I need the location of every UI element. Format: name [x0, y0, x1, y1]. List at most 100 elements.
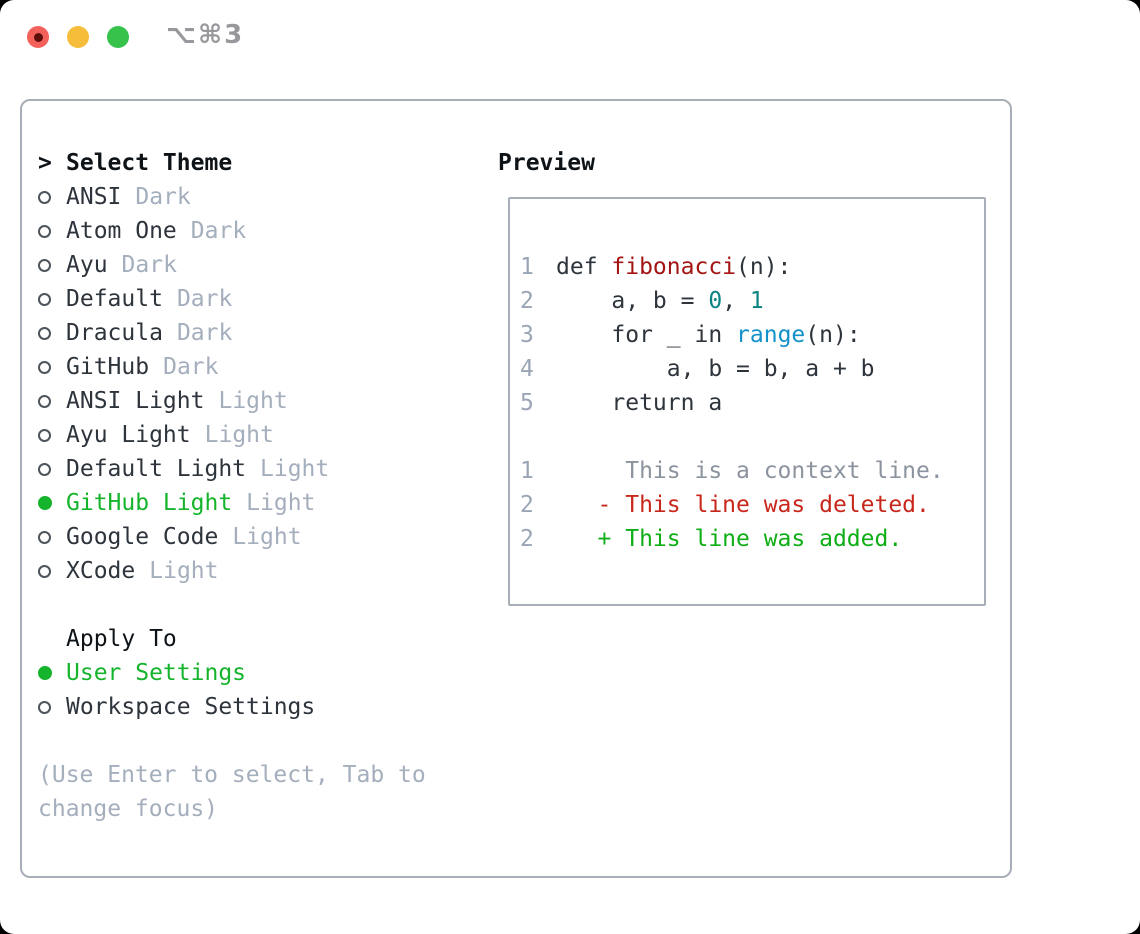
- theme-variant-tag: Dark: [163, 354, 219, 380]
- radio-icon[interactable]: [38, 360, 51, 374]
- theme-variant-tag: Dark: [121, 252, 177, 278]
- preview-line: 4 a, b = b, a + b: [520, 352, 984, 386]
- preview-line: 2 a, b = 0, 1: [520, 284, 984, 318]
- theme-row-default-light[interactable]: Default Light Light: [38, 452, 484, 486]
- help-text: (Use Enter to select, Tab to change focu…: [38, 762, 426, 822]
- option-label: GitHub Light: [66, 490, 233, 516]
- select-theme-title: Select Theme: [66, 150, 233, 176]
- radio-marker: [38, 258, 66, 272]
- preview-title: Preview: [498, 150, 595, 176]
- code-token-plain: [556, 386, 611, 420]
- radio-icon[interactable]: [38, 258, 51, 272]
- radio-marker: [38, 564, 66, 578]
- option-label: Workspace Settings: [66, 694, 316, 720]
- radio-icon[interactable]: [38, 428, 51, 442]
- radio-icon[interactable]: [38, 224, 51, 238]
- radio-selected-icon[interactable]: [38, 496, 52, 510]
- theme-variant-tag: Dark: [176, 286, 233, 312]
- window-title: ⌥⌘3: [166, 20, 245, 50]
- theme-row-dracula[interactable]: Dracula Dark: [38, 316, 484, 350]
- option-label: XCode: [66, 558, 136, 584]
- apply-to-options: User Settings Workspace Settings: [38, 656, 484, 724]
- radio-marker: [38, 190, 66, 204]
- code-token-plain: a: [694, 390, 723, 416]
- theme-variant-tag: Light: [204, 422, 274, 448]
- apply-option-user-settings[interactable]: User Settings: [38, 656, 484, 690]
- theme-variant-tag: Dark: [135, 184, 191, 210]
- radio-icon[interactable]: [38, 326, 51, 340]
- theme-row-ayu-light[interactable]: Ayu Light Light: [38, 418, 484, 452]
- radio-icon[interactable]: [38, 190, 51, 204]
- radio-icon[interactable]: [38, 700, 51, 714]
- code-token-plain: _: [652, 322, 695, 348]
- radio-icon[interactable]: [38, 394, 51, 408]
- close-button[interactable]: [27, 26, 49, 48]
- theme-row-google-code[interactable]: Google Code Light: [38, 520, 484, 554]
- preview-header-row: Preview: [498, 146, 986, 180]
- theme-variant-tag: Light: [246, 490, 316, 516]
- apply-option-workspace-settings[interactable]: Workspace Settings: [38, 690, 484, 724]
- theme-row-ansi[interactable]: ANSI Dark: [38, 180, 484, 214]
- code-token-plain: ,: [722, 288, 750, 314]
- radio-marker: [38, 700, 66, 714]
- apply-to-section: Apply To User Settings Workspace Settings: [38, 622, 484, 724]
- theme-variant-tag: Dark: [190, 218, 247, 244]
- radio-marker: [38, 496, 66, 510]
- preview-line: 1 def fibonacci (n):: [520, 250, 984, 284]
- radio-selected-icon[interactable]: [38, 666, 52, 680]
- radio-marker: [38, 530, 66, 544]
- preview-line: 2 - This line was deleted.: [520, 488, 984, 522]
- radio-marker: [38, 394, 66, 408]
- line-number: 2: [520, 526, 534, 552]
- theme-row-github[interactable]: GitHub Dark: [38, 350, 484, 384]
- unsaved-dot-icon: [33, 32, 43, 42]
- preview-line: 1 This is a context line.: [520, 454, 984, 488]
- theme-row-default[interactable]: Default Dark: [38, 282, 484, 316]
- theme-row-xcode[interactable]: XCode Light: [38, 554, 484, 588]
- radio-marker: [38, 292, 66, 306]
- zoom-button[interactable]: [107, 26, 129, 48]
- code-token-function_title: fibonacci: [611, 254, 737, 280]
- code-token-number: 1: [749, 288, 764, 314]
- option-label: Default Light: [66, 456, 247, 482]
- minimize-button[interactable]: [67, 26, 89, 48]
- code-token-deleted: - This line was deleted.: [556, 492, 930, 518]
- line-number: 2: [520, 492, 534, 518]
- code-token-plain: [556, 318, 611, 352]
- option-label: ANSI Light: [66, 388, 205, 414]
- preview-line: 5 return a: [520, 386, 984, 420]
- code-token-context: This is a context line.: [556, 458, 944, 484]
- theme-row-ayu[interactable]: Ayu Dark: [38, 248, 484, 282]
- option-label: User Settings: [66, 660, 247, 686]
- code-token-plain: a, b =: [556, 288, 709, 314]
- theme-picker-panel: > Select Theme ANSI Dark Atom One Dark Ayu Da…: [20, 99, 1012, 878]
- line-number: [520, 420, 556, 454]
- radio-icon[interactable]: [38, 292, 51, 306]
- radio-icon[interactable]: [38, 564, 51, 578]
- prompt-marker: >: [38, 146, 66, 180]
- option-label: Google Code: [66, 524, 219, 550]
- preview-line: 3 for _ in range (n):: [520, 318, 984, 352]
- theme-variant-tag: Light: [232, 524, 302, 550]
- theme-row-ansi-light[interactable]: ANSI Light Light: [38, 384, 484, 418]
- code-token-plain: [722, 318, 736, 352]
- theme-list: ANSI Dark Atom One Dark Ayu Dark Default Dark Dr…: [38, 180, 484, 588]
- radio-marker: [38, 462, 66, 476]
- theme-variant-tag: Light: [218, 388, 288, 414]
- option-label: Ayu Light: [66, 422, 191, 448]
- option-label: Dracula: [66, 320, 163, 346]
- radio-marker: [38, 360, 66, 374]
- radio-marker: [38, 224, 66, 238]
- option-label: Ayu: [66, 252, 108, 278]
- code-token-added: + This line was added.: [556, 526, 903, 552]
- code-token-number: 0: [708, 288, 723, 314]
- theme-row-atom-one[interactable]: Atom One Dark: [38, 214, 484, 248]
- theme-variant-tag: Dark: [176, 320, 233, 346]
- preview-line: 2 + This line was added.: [520, 522, 984, 556]
- theme-row-github-light[interactable]: GitHub Light Light: [38, 486, 484, 520]
- radio-icon[interactable]: [38, 530, 51, 544]
- radio-icon[interactable]: [38, 462, 51, 476]
- theme-variant-tag: Light: [149, 558, 219, 584]
